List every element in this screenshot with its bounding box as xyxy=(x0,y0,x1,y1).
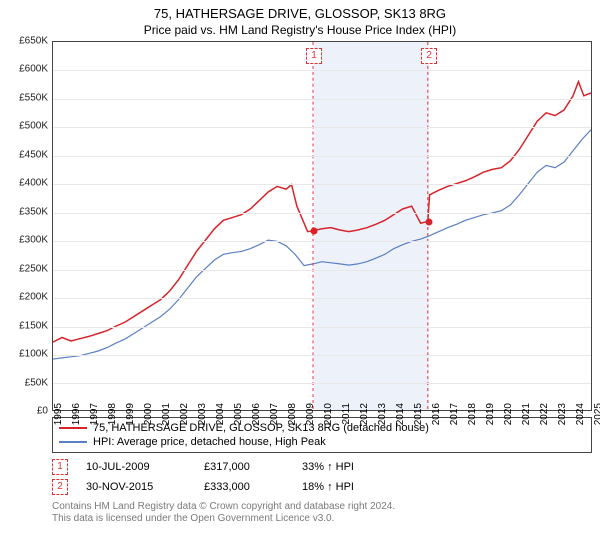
x-tick-label: 1996 xyxy=(71,403,82,425)
sale-dot xyxy=(311,228,318,235)
sale-row: 2 30-NOV-2015 £333,000 18% ↑ HPI xyxy=(52,477,590,497)
y-tick-label: £400K xyxy=(19,178,48,189)
sale-date: 10-JUL-2009 xyxy=(86,461,186,473)
x-tick-label: 2022 xyxy=(539,403,550,425)
legend-swatch xyxy=(59,441,87,443)
x-tick-label: 2019 xyxy=(485,403,496,425)
x-tick-label: 2006 xyxy=(251,403,262,425)
marker-label: 1 xyxy=(306,48,322,64)
x-tick-label: 2003 xyxy=(197,403,208,425)
gridline xyxy=(53,99,591,100)
chart-title: 75, HATHERSAGE DRIVE, GLOSSOP, SK13 8RG xyxy=(10,6,590,23)
y-tick-label: £450K xyxy=(19,149,48,160)
sale-row: 1 10-JUL-2009 £317,000 33% ↑ HPI xyxy=(52,457,590,477)
sale-marker: 2 xyxy=(52,479,68,495)
x-tick-label: 2004 xyxy=(215,403,226,425)
marker-label: 2 xyxy=(421,48,437,64)
chart-subtitle: Price paid vs. HM Land Registry's House … xyxy=(10,23,590,37)
gridline xyxy=(53,270,591,271)
x-tick-label: 2025 xyxy=(593,403,600,425)
y-tick-label: £500K xyxy=(19,121,48,132)
x-tick-label: 2005 xyxy=(233,403,244,425)
sale-price: £317,000 xyxy=(204,461,284,473)
x-tick-label: 2010 xyxy=(323,403,334,425)
gridline xyxy=(53,241,591,242)
x-tick-label: 2020 xyxy=(503,403,514,425)
x-tick-label: 2024 xyxy=(575,403,586,425)
y-tick-label: £0 xyxy=(37,406,48,417)
sale-delta: 18% ↑ HPI xyxy=(302,481,354,493)
series-hpi xyxy=(53,130,591,359)
x-tick-label: 2014 xyxy=(395,403,406,425)
gridline xyxy=(53,156,591,157)
x-tick-label: 2013 xyxy=(377,403,388,425)
x-tick-label: 2009 xyxy=(305,403,316,425)
x-tick-label: 1997 xyxy=(89,403,100,425)
footer-text: Contains HM Land Registry data © Crown c… xyxy=(52,501,590,526)
y-tick-label: £250K xyxy=(19,263,48,274)
x-tick-label: 2016 xyxy=(431,403,442,425)
y-tick-label: £550K xyxy=(19,92,48,103)
sale-marker: 1 xyxy=(52,459,68,475)
sale-date: 30-NOV-2015 xyxy=(86,481,186,493)
legend-swatch xyxy=(59,427,87,429)
y-tick-label: £650K xyxy=(19,36,48,47)
legend-label: HPI: Average price, detached house, High… xyxy=(93,436,326,448)
chart-container: 75, HATHERSAGE DRIVE, GLOSSOP, SK13 8RG … xyxy=(0,0,600,560)
y-tick-label: £350K xyxy=(19,206,48,217)
gridline xyxy=(53,298,591,299)
x-tick-label: 2000 xyxy=(143,403,154,425)
gridline xyxy=(53,327,591,328)
y-tick-label: £600K xyxy=(19,64,48,75)
plot-area: 1995199619971998199920002001200220032004… xyxy=(52,41,592,411)
gridline xyxy=(53,213,591,214)
gridline xyxy=(53,184,591,185)
x-tick-label: 2012 xyxy=(359,403,370,425)
x-tick-label: 1995 xyxy=(53,403,64,425)
x-tick-label: 2008 xyxy=(287,403,298,425)
y-tick-label: £200K xyxy=(19,292,48,303)
footer-line-2: This data is licensed under the Open Gov… xyxy=(52,513,590,526)
sale-price: £333,000 xyxy=(204,481,284,493)
x-tick-label: 2011 xyxy=(341,403,352,425)
x-tick-label: 1999 xyxy=(125,403,136,425)
y-tick-label: £50K xyxy=(25,377,48,388)
footer-line-1: Contains HM Land Registry data © Crown c… xyxy=(52,501,590,514)
gridline xyxy=(53,127,591,128)
sale-dot xyxy=(426,219,433,226)
gridline xyxy=(53,70,591,71)
gridline xyxy=(53,355,591,356)
x-tick-label: 1998 xyxy=(107,403,118,425)
y-tick-label: £300K xyxy=(19,235,48,246)
x-tick-label: 2023 xyxy=(557,403,568,425)
gridline xyxy=(53,383,591,384)
sales-table: 1 10-JUL-2009 £317,000 33% ↑ HPI 2 30-NOV-201… xyxy=(52,457,590,497)
sale-delta: 33% ↑ HPI xyxy=(302,461,354,473)
y-tick-label: £100K xyxy=(19,349,48,360)
x-tick-label: 2002 xyxy=(179,403,190,425)
y-tick-label: £150K xyxy=(19,320,48,331)
x-tick-label: 2021 xyxy=(521,403,532,425)
x-tick-label: 2018 xyxy=(467,403,478,425)
x-tick-label: 2017 xyxy=(449,403,460,425)
x-tick-label: 2015 xyxy=(413,403,424,425)
x-tick-label: 2007 xyxy=(269,403,280,425)
x-tick-label: 2001 xyxy=(161,403,172,425)
legend-row: HPI: Average price, detached house, High… xyxy=(59,435,585,449)
